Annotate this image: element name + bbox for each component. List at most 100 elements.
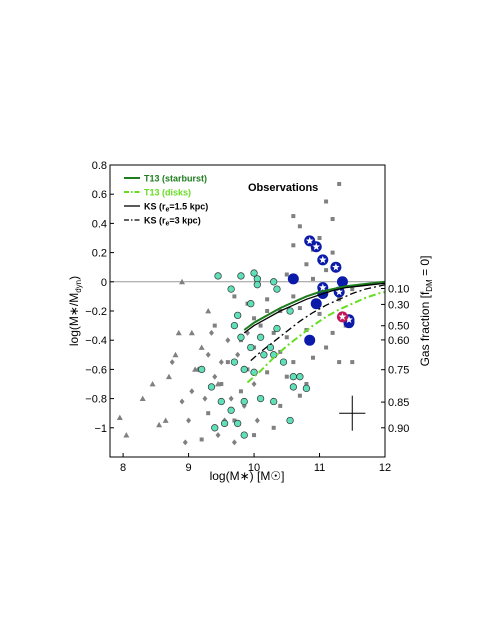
star-icon bbox=[318, 255, 327, 264]
x-tick-label: 12 bbox=[379, 462, 391, 474]
legend: T13 (starburst) T13 (disks) KS (re=1.5 kpc… bbox=[124, 174, 208, 228]
cyan-circle-point bbox=[234, 419, 242, 428]
cyan-circle-point bbox=[214, 272, 222, 280]
gray-diamond-point bbox=[215, 432, 221, 439]
gray-triangle-point bbox=[192, 366, 199, 372]
gray-square-point bbox=[310, 276, 315, 281]
cyan-circle-point bbox=[256, 394, 265, 403]
x-axis-title: log(M∗) [M☉] bbox=[210, 469, 285, 483]
legend-label-sub: e bbox=[166, 207, 170, 214]
gray-diamond-point bbox=[212, 373, 218, 380]
gray-triangle-point bbox=[116, 414, 123, 420]
gray-diamond-point bbox=[228, 395, 234, 402]
cyan-circle-point bbox=[289, 373, 297, 381]
cyan-circle-point bbox=[198, 365, 206, 374]
blue-circle-point bbox=[310, 298, 322, 310]
y-tick-label: −0.2 bbox=[85, 306, 107, 318]
right-tick-label: 0.10 bbox=[388, 284, 409, 296]
right-tick-label: 0.90 bbox=[388, 423, 409, 435]
right-tick-label: 0.85 bbox=[388, 397, 409, 409]
gray-triangle-point bbox=[139, 395, 146, 401]
legend-label: T13 (starburst) bbox=[144, 174, 207, 184]
gray-triangle-point bbox=[175, 329, 182, 336]
cyan-circle-point bbox=[247, 300, 255, 308]
cyan-circle-point bbox=[227, 285, 235, 293]
right-tick-label: 0.50 bbox=[388, 321, 409, 333]
cyan-circle-point bbox=[286, 307, 294, 315]
gray-square-point bbox=[291, 294, 296, 299]
x-tick-label: 10 bbox=[248, 462, 260, 474]
legend-label: KS (re=1.5 kpc) bbox=[144, 202, 208, 214]
star-icon bbox=[312, 242, 321, 250]
legend-label-sub: e bbox=[166, 221, 170, 228]
gray-square-point bbox=[284, 374, 289, 379]
gray-square-point bbox=[232, 294, 237, 299]
gray-diamond-point bbox=[235, 351, 241, 358]
y-tick-label: −0.8 bbox=[85, 394, 107, 406]
cyan-circle-point bbox=[273, 324, 281, 333]
model-curve bbox=[243, 282, 386, 334]
legend-label: KS (re=3 kpc) bbox=[144, 216, 201, 228]
gray-square-point bbox=[252, 316, 257, 321]
y-axis-title-main: log(M∗/M bbox=[67, 293, 81, 346]
gray-square-point bbox=[350, 360, 355, 365]
legend-label: T13 (disks) bbox=[144, 188, 191, 198]
gray-square-point bbox=[337, 360, 342, 365]
gray-square-point bbox=[284, 335, 289, 340]
gray-diamond-point bbox=[186, 417, 192, 424]
right-tick-label: 0.60 bbox=[388, 335, 409, 347]
gray-square-point bbox=[297, 224, 302, 229]
gray-diamond-point bbox=[189, 388, 195, 395]
star-icon bbox=[318, 283, 327, 291]
right-axis-title: Gas fraction [fDM = 0] bbox=[418, 256, 434, 367]
gray-square-point bbox=[304, 262, 309, 267]
gray-square-point bbox=[291, 214, 296, 219]
gray-diamond-point bbox=[205, 351, 211, 358]
cyan-circle-point bbox=[266, 343, 275, 352]
right-axis-title-main: Gas fraction [f bbox=[418, 291, 432, 366]
y-tick-label: 0 bbox=[101, 277, 107, 289]
cyan-circle-point bbox=[260, 351, 268, 359]
cyan-circle-point bbox=[253, 281, 261, 289]
cyan-circle-point bbox=[220, 419, 229, 428]
cyan-circle-point bbox=[270, 397, 278, 406]
cyan-circle-point bbox=[279, 358, 288, 366]
cyan-circle-point bbox=[296, 373, 304, 381]
gray-triangle-point bbox=[149, 381, 156, 387]
cyan-circle-point bbox=[237, 333, 245, 341]
star-icon bbox=[335, 288, 343, 296]
right-axis-title-tail: = 0] bbox=[418, 256, 432, 280]
cyan-circle-point bbox=[211, 424, 219, 432]
gray-square-point bbox=[304, 382, 309, 386]
gray-square-point bbox=[284, 272, 289, 277]
y-axis-title-sub: dyn bbox=[74, 280, 83, 293]
gray-square-point bbox=[238, 389, 243, 394]
cyan-circle-point bbox=[227, 406, 235, 414]
gray-square-point bbox=[330, 217, 335, 222]
cyan-circle-point bbox=[273, 285, 281, 293]
gray-triangle-point bbox=[188, 329, 195, 336]
gray-square-point bbox=[265, 370, 270, 375]
gray-diamond-point bbox=[182, 439, 188, 446]
y-tick-label: 0.4 bbox=[92, 218, 107, 230]
gray-square-point bbox=[265, 297, 270, 302]
y-tick-label: 0.6 bbox=[92, 189, 107, 201]
cyan-circle-point bbox=[286, 416, 294, 425]
cyan-circle-point bbox=[270, 278, 278, 286]
blue-circle-point bbox=[287, 273, 299, 285]
gray-square-point bbox=[330, 330, 335, 335]
gray-triangle-point bbox=[156, 421, 163, 428]
y-tick-label: −0.6 bbox=[85, 364, 107, 376]
gray-square-point bbox=[271, 425, 276, 430]
cyan-circle-point bbox=[289, 383, 297, 391]
gray-square-point bbox=[324, 199, 329, 204]
cyan-circle-point bbox=[240, 365, 248, 374]
gray-square-point bbox=[297, 393, 302, 398]
gray-square-point bbox=[232, 418, 237, 423]
y-tick-label: 0.8 bbox=[92, 160, 107, 172]
gray-diamond-point bbox=[254, 417, 260, 424]
legend-label-part: KS (r bbox=[144, 216, 166, 226]
gray-square-point bbox=[225, 360, 230, 365]
gray-square-point bbox=[206, 411, 211, 416]
